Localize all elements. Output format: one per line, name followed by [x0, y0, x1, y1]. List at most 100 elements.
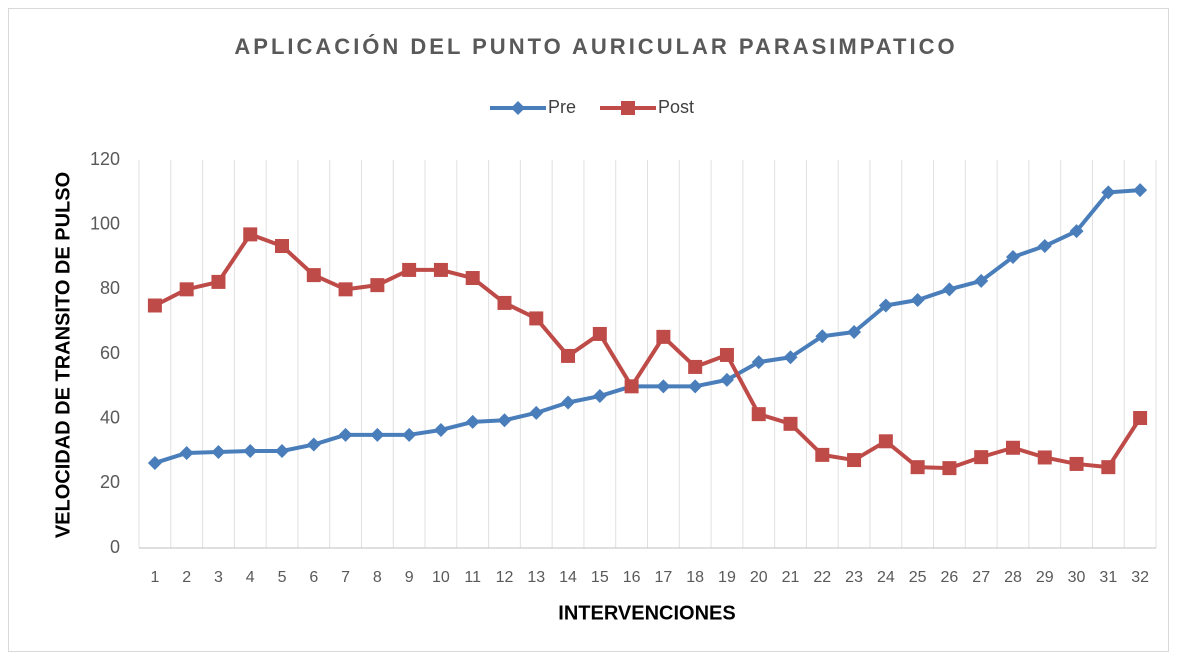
marker — [592, 326, 607, 341]
marker — [147, 455, 162, 470]
marker — [1069, 224, 1084, 239]
marker — [621, 101, 635, 115]
marker — [465, 271, 480, 286]
x-tick-label: 2 — [182, 569, 191, 586]
marker — [1037, 239, 1052, 254]
x-tick-label: 30 — [1068, 569, 1086, 586]
marker — [974, 273, 989, 288]
x-tick-label: 1 — [150, 569, 159, 586]
marker — [751, 355, 766, 370]
marker — [179, 282, 194, 297]
marker — [847, 453, 862, 468]
x-tick-label: 31 — [1099, 569, 1117, 586]
x-tick-label: 7 — [341, 569, 350, 586]
x-tick-label: 6 — [309, 569, 318, 586]
x-tick-label: 15 — [591, 569, 609, 586]
marker — [529, 311, 544, 326]
x-tick-label: 17 — [654, 569, 672, 586]
marker — [306, 268, 321, 283]
marker — [275, 239, 290, 254]
marker — [751, 407, 766, 422]
marker — [243, 444, 258, 458]
marker — [1133, 183, 1148, 198]
marker — [338, 427, 353, 442]
marker — [433, 422, 448, 437]
marker — [306, 437, 321, 452]
x-tick-label: 22 — [813, 569, 831, 586]
x-tick-label: 20 — [750, 569, 768, 586]
y-tick-label: 40 — [100, 407, 120, 427]
marker — [783, 350, 798, 365]
marker — [243, 227, 258, 242]
marker — [1133, 411, 1148, 426]
marker — [688, 379, 703, 394]
x-tick-label: 12 — [496, 569, 514, 586]
marker — [910, 293, 925, 308]
x-tick-label: 8 — [373, 569, 382, 586]
marker — [942, 461, 957, 476]
marker — [338, 282, 353, 297]
marker — [402, 427, 417, 442]
y-tick-label: 80 — [100, 278, 120, 298]
x-tick-label: 26 — [941, 569, 959, 586]
chart-border — [8, 8, 1169, 652]
marker — [815, 329, 830, 344]
marker — [1101, 460, 1116, 475]
y-tick-label: 120 — [90, 149, 120, 169]
marker — [497, 413, 512, 428]
marker — [465, 414, 480, 429]
x-tick-label: 32 — [1131, 569, 1149, 586]
x-tick-label: 19 — [718, 569, 736, 586]
x-tick-label: 29 — [1036, 569, 1054, 586]
y-tick-label: 0 — [110, 537, 120, 557]
marker — [275, 444, 290, 458]
marker — [624, 379, 639, 394]
marker — [592, 389, 607, 404]
x-tick-label: 25 — [909, 569, 927, 586]
x-tick-label: 28 — [1004, 569, 1022, 586]
marker — [719, 372, 734, 387]
marker — [656, 329, 671, 344]
marker — [1069, 456, 1084, 471]
y-tick-label: 20 — [100, 472, 120, 492]
marker — [878, 434, 893, 449]
marker — [878, 298, 893, 313]
y-tick-label: 60 — [100, 343, 120, 363]
marker — [656, 379, 671, 394]
x-tick-label: 13 — [527, 569, 545, 586]
marker — [402, 262, 417, 277]
marker — [688, 359, 703, 374]
x-tick-label: 27 — [972, 569, 990, 586]
chart-title: APLICACIÓN DEL PUNTO AURICULAR PARASIMPA… — [234, 34, 957, 59]
x-tick-label: 16 — [623, 569, 641, 586]
y-axis-title: VELOCIDAD DE TRANSITO DE PULSO — [52, 172, 74, 538]
marker — [910, 460, 925, 475]
marker — [529, 405, 544, 420]
marker — [561, 348, 576, 363]
x-tick-label: 21 — [782, 569, 800, 586]
marker — [211, 274, 226, 289]
marker — [370, 427, 385, 442]
marker — [719, 347, 734, 362]
marker — [179, 445, 194, 460]
x-axis-title: INTERVENCIONES — [558, 602, 735, 624]
legend-label: Post — [658, 97, 694, 117]
x-tick-label: 24 — [877, 569, 895, 586]
x-tick-label: 11 — [464, 569, 481, 586]
x-tick-label: 9 — [405, 569, 414, 586]
x-tick-label: 14 — [559, 569, 577, 586]
marker — [433, 262, 448, 277]
marker — [561, 395, 576, 410]
marker — [1005, 440, 1020, 455]
legend-label: Pre — [548, 97, 576, 117]
marker — [370, 278, 385, 293]
marker — [1101, 185, 1116, 200]
x-tick-label: 23 — [845, 569, 863, 586]
x-tick-label: 18 — [686, 569, 704, 586]
marker — [211, 444, 226, 459]
x-tick-label: 3 — [214, 569, 223, 586]
marker — [942, 282, 957, 297]
marker — [1037, 450, 1052, 465]
marker — [815, 447, 830, 462]
